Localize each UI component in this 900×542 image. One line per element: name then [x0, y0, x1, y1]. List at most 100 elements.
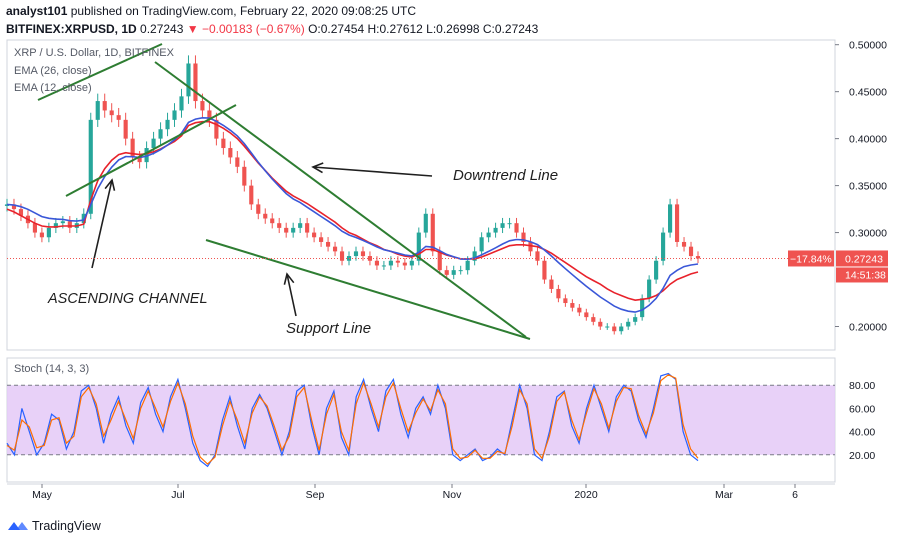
stoch-tick-label: 80.00 — [849, 380, 875, 392]
candle — [465, 260, 470, 271]
candle — [305, 223, 310, 233]
ohlc-values: O:0.27454 H:0.27612 L:0.26998 C:0.27243 — [308, 22, 539, 36]
price-badge-label: 0.27243 — [845, 253, 883, 265]
candle — [542, 260, 547, 280]
candle — [319, 237, 324, 242]
candle — [374, 260, 380, 266]
stoch-legend-title: Stoch (14, 3, 3) — [14, 363, 89, 375]
candle — [668, 204, 673, 233]
candle — [144, 148, 149, 163]
candle — [339, 251, 345, 261]
candle — [626, 321, 631, 327]
candle — [207, 110, 212, 120]
candle — [388, 260, 393, 266]
candle — [472, 251, 477, 261]
candle — [353, 251, 359, 257]
candle — [235, 157, 240, 167]
candle — [123, 119, 128, 139]
price-tick-label: 0.35000 — [849, 181, 887, 193]
price-badge — [836, 250, 888, 267]
price-tick-label: 0.20000 — [849, 322, 887, 334]
candle — [88, 119, 93, 214]
countdown-badge — [836, 267, 888, 283]
stoch-band — [7, 385, 835, 455]
candle — [493, 227, 498, 233]
price-pane — [6, 39, 836, 351]
candle — [32, 223, 37, 233]
price-legend-title: XRP / U.S. Dollar, 1D, BITFINEX — [14, 47, 175, 59]
candle — [444, 270, 449, 275]
candle — [249, 185, 254, 205]
candle — [563, 298, 568, 304]
candle — [102, 101, 107, 111]
support-annotation: Support Line — [286, 320, 371, 337]
candle — [640, 298, 645, 318]
downtrend-arrow-head — [311, 162, 324, 174]
candle — [681, 241, 687, 247]
candle — [158, 129, 163, 139]
candle — [360, 251, 366, 257]
candle — [242, 166, 247, 186]
candle — [423, 213, 428, 233]
price-tick-label: 0.40000 — [849, 134, 887, 146]
candle — [18, 209, 24, 216]
ema12-legend: EMA (12, close) — [14, 82, 92, 94]
candle — [437, 251, 442, 271]
publish-info: analyst101 published on TradingView.com,… — [6, 4, 416, 18]
downtrend-arrow — [312, 166, 433, 177]
candle — [151, 138, 156, 149]
candle — [193, 63, 198, 102]
candle — [528, 241, 533, 252]
candle — [137, 157, 142, 163]
time-tick-label: May — [32, 489, 53, 501]
downtrend-annotation: Downtrend Line — [453, 167, 558, 184]
candle — [298, 223, 303, 228]
candle — [312, 232, 317, 238]
candle — [514, 223, 519, 233]
candle — [256, 204, 261, 214]
time-tick-label: Jul — [171, 489, 184, 501]
candle — [591, 317, 596, 322]
author-name[interactable]: analyst101 — [6, 4, 68, 18]
channel-arrow-head — [104, 178, 116, 191]
candle — [430, 213, 435, 252]
support-arrow — [286, 273, 297, 317]
tradingview-logo-icon[interactable] — [8, 522, 28, 530]
candle — [633, 317, 638, 322]
time-tick-label: Mar — [715, 489, 734, 501]
channel-lower-line — [65, 104, 237, 197]
change-badge-label: −17.84% — [790, 253, 832, 265]
price-tick-label: 0.45000 — [849, 87, 887, 99]
channel-annotation: ASCENDING CHANNEL — [47, 291, 208, 307]
channel-arrow — [91, 179, 113, 269]
candle — [186, 63, 191, 97]
candle — [647, 279, 652, 299]
candle — [688, 246, 694, 257]
candle — [325, 241, 331, 247]
stoch-d-line — [6, 374, 699, 465]
candle — [395, 260, 400, 263]
candle — [549, 279, 554, 289]
candle — [619, 326, 624, 332]
candle — [409, 260, 414, 266]
time-tick-label: Nov — [443, 489, 462, 501]
candle — [11, 204, 17, 210]
stoch-tick-label: 20.00 — [849, 450, 875, 462]
price-tick-label: 0.30000 — [849, 228, 887, 240]
symbol-label: BITFINEX:XRPUSD, 1D — [6, 22, 137, 36]
price-change: ▼ −0.00183 (−0.67%) — [186, 22, 305, 36]
ema-12-line — [6, 116, 699, 313]
candle — [381, 265, 386, 267]
tradingview-brand: TradingView — [32, 519, 102, 533]
candle — [39, 232, 44, 238]
candle — [332, 246, 338, 252]
candle — [263, 213, 268, 219]
candle — [570, 303, 575, 308]
candle — [95, 101, 100, 120]
candle — [500, 223, 505, 228]
candle — [367, 256, 373, 261]
publish-text: published on TradingView.com, February 2… — [70, 4, 417, 18]
candle — [179, 96, 184, 111]
